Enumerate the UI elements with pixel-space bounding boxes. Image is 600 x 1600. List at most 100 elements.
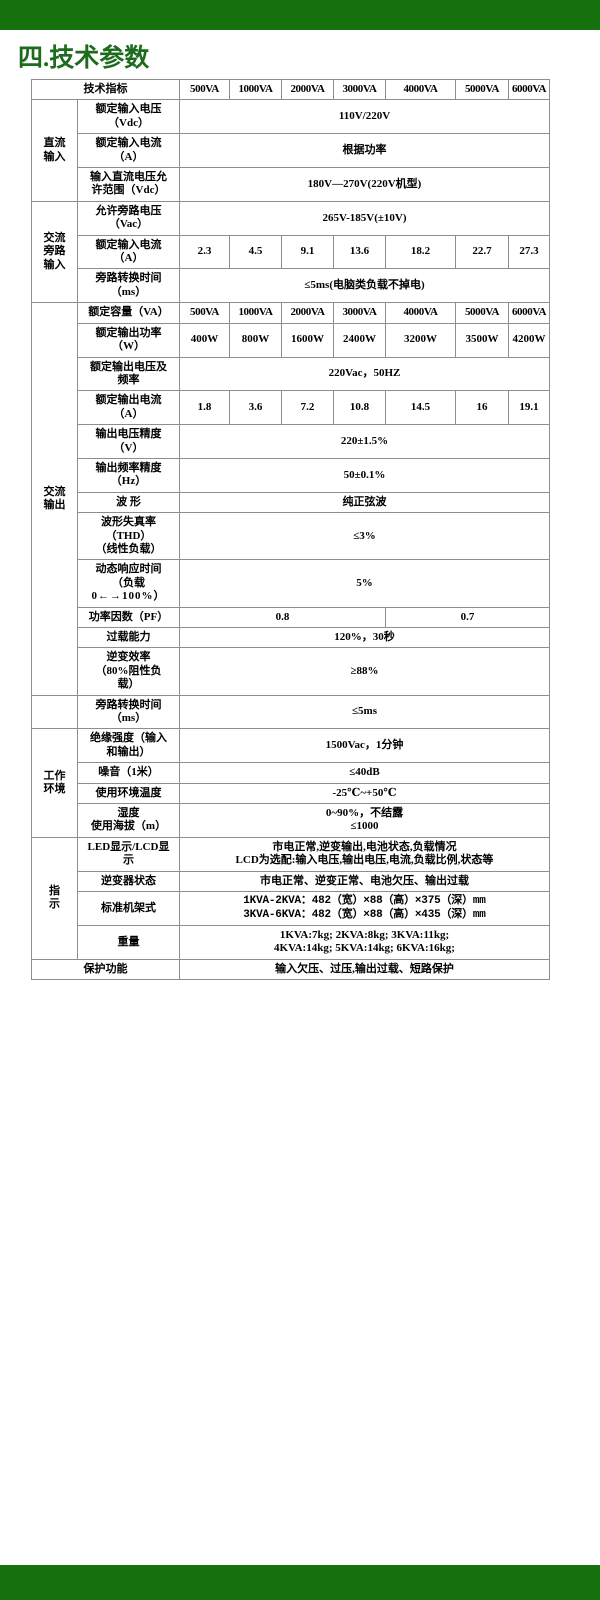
row-label-line2: （ms） [110, 712, 147, 725]
row-label-line1: LED显示/LCD显 [87, 840, 170, 853]
group-label-indication-line1: 指 [49, 884, 60, 897]
value-weight: 1KVA:7kg; 2KVA:8kg; 3KVA:11kg; 4KVA:14kg… [179, 924, 550, 960]
value-output-power-6000va: 4200W [508, 322, 550, 358]
table-row: 噪音（1米） ≤40dB [32, 762, 550, 784]
row-label-line1: 额定输入电压 [95, 103, 162, 116]
table-row: 标准机架式 1KVA-2KVA：482（宽）×88（高）×375（深）mm 3K… [32, 891, 550, 926]
value-led-display: 市电正常,逆变输出,电池状态,负载情况 [272, 840, 457, 853]
row-label-line2: 许范围（Vdc） [91, 184, 166, 197]
row-label-led-lcd-display: LED显示/LCD显 示 [77, 836, 180, 872]
value-output-power-3000va: 2400W [333, 322, 386, 358]
group-label-dc-input-line1: 直流 [43, 137, 66, 150]
group-label-ac-output-line2: 输出 [43, 498, 66, 511]
value-weight-line1: 1KVA:7kg; 2KVA:8kg; 3KVA:11kg; [279, 928, 450, 941]
header-capacity-2000va: 2000VA [281, 78, 334, 101]
value-bypass-current-1000va: 4.5 [229, 234, 282, 270]
header-capacity-500va: 500VA [179, 78, 230, 101]
group-label-ac-bypass-input: 交流 旁路 输入 [31, 200, 78, 304]
table-row: 直流 输入 额定输入电压 （Vdc） 110V/220V [31, 99, 550, 202]
value-protection: 输入欠压、过压,输出过载、短路保护 [179, 958, 550, 981]
row-label-line2: 示 [123, 854, 134, 867]
row-label-rated-capacity: 额定容量（VA） [77, 302, 180, 324]
row-label-dc-rated-input-voltage: 额定输入电压 （Vdc） [77, 99, 180, 135]
value-dc-rated-input-voltage: 110V/220V [179, 99, 550, 135]
value-output-current-1000va: 3.6 [229, 390, 282, 426]
row-label-humidity-altitude: 湿度 使用海拔（m） [77, 803, 180, 838]
row-label-rated-output-voltage-freq: 额定输出电压及 频率 [77, 356, 180, 392]
row-label-line1: 额定输入电流 [95, 137, 162, 150]
row-label-line3: （线性负载） [95, 542, 162, 555]
value-dc-input-voltage-range: 180V—270V(220V机型) [179, 167, 550, 202]
group-label-env-line1: 工作 [43, 769, 66, 782]
header-capacity-4000va: 4000VA [385, 78, 456, 101]
table-row: 波 形 纯正弦波 [32, 491, 550, 514]
value-capacity-3000va: 3000VA [333, 302, 386, 324]
row-label-waveform: 波 形 [77, 491, 180, 514]
table-row: 交流 输出 额定容量（VA） 500VA 1000VA 2000VA 3000V… [31, 302, 550, 696]
row-label-bypass-rated-current: 额定输入电流 （A） [77, 234, 180, 270]
value-output-power-1000va: 800W [229, 322, 282, 358]
value-insulation-strength: 1500Vac，1分钟 [179, 728, 550, 764]
value-bypass-transfer-time: ≤5ms(电脑类负载不掉电) [179, 268, 550, 304]
value-bypass-current-2000va: 9.1 [281, 234, 334, 270]
table-row: 波形失真率 （THD） （线性负载） ≤3% [32, 512, 550, 561]
value-inverter-status: 市电正常、逆变正常、电池欠压、输出过载 [179, 870, 550, 893]
specification-table-container: 技术指标 500VA 1000VA 2000VA 3000VA 4000VA 5… [31, 78, 550, 981]
specification-table: 技术指标 500VA 1000VA 2000VA 3000VA 4000VA 5… [31, 78, 550, 981]
row-label-line2: （A） [113, 252, 144, 265]
row-label-noise: 噪音（1米） [77, 762, 180, 784]
table-row: 指 示 LED显示/LCD显 示 市电正常,逆变输出,电池状态,负载情况 LCD… [31, 836, 550, 960]
row-label-line2: （Vdc） [108, 116, 149, 129]
table-row: 过载能力 120%，30秒 [32, 626, 550, 649]
row-label-output-freq-accuracy: 输出频率精度 （Hz） [77, 457, 180, 493]
row-label-rated-output-current: 额定输出电流 （A） [77, 390, 180, 426]
row-label-line1: 额定输出电压及 [90, 360, 167, 373]
table-row: 额定输出电流 （A） 1.8 3.6 7.2 10.8 14.5 16 19.1 [32, 390, 550, 426]
header-capacity-6000va: 6000VA [508, 78, 550, 101]
value-output-power-2000va: 1600W [281, 322, 334, 358]
row-label-line2: （A） [113, 407, 144, 420]
row-label-output-voltage-accuracy: 输出电压精度 （V） [77, 424, 180, 459]
value-capacity-500va: 500VA [179, 302, 230, 324]
value-bypass-current-500va: 2.3 [179, 234, 230, 270]
header-spec-label: 技术指标 [31, 78, 180, 101]
value-inverter-efficiency: ≥88% [179, 647, 550, 696]
row-label-line1: 允许旁路电压 [95, 204, 162, 217]
value-rack-1kva-2kva: 1KVA-2KVA：482（宽）×88（高）×375（深）mm [243, 895, 486, 908]
value-dynamic-response: 5% [179, 559, 550, 608]
row-label-line1: 绝缘强度（输入 [90, 732, 167, 745]
table-row: 动态响应时间 （负载 0←→100%） 5% [32, 559, 550, 608]
group-label-ac-bypass-line1: 交流 [43, 231, 66, 244]
row-label-rated-output-power: 额定输出功率 （W） [77, 322, 180, 358]
row-label-bypass-transfer-time: 旁路转换时间 （ms） [77, 268, 180, 304]
table-row: 保护功能 输入欠压、过压,输出过载、短路保护 [31, 958, 550, 981]
row-label-dc-input-voltage-range: 输入直流电压允 许范围（Vdc） [77, 167, 180, 202]
value-output-freq-accuracy: 50±0.1% [179, 457, 550, 493]
value-rack-3kva-6kva: 3KVA-6KVA：482（宽）×88（高）×435（深）mm [243, 908, 486, 921]
value-output-power-4000va: 3200W [385, 322, 456, 358]
group-label-ac-output: 交流 输出 [31, 302, 78, 696]
value-output-current-6000va: 19.1 [508, 390, 550, 426]
value-output-current-3000va: 10.8 [333, 390, 386, 426]
group-label-working-environment: 工作 环境 [31, 728, 78, 838]
value-capacity-5000va: 5000VA [455, 302, 509, 324]
row-label-inverter-efficiency: 逆变效率 （80%阻性负 载） [77, 647, 180, 696]
table-row: 输出频率精度 （Hz） 50±0.1% [32, 457, 550, 493]
value-output-power-500va: 400W [179, 322, 230, 358]
value-bypass-current-3000va: 13.6 [333, 234, 386, 270]
row-label-operating-temperature: 使用环境温度 [77, 782, 180, 805]
table-row: 湿度 使用海拔（m） 0~90%，不结露 ≤1000 [32, 803, 550, 838]
value-thd: ≤3% [179, 512, 550, 561]
value-capacity-4000va: 4000VA [385, 302, 456, 324]
table-row: 使用环境温度 -25℃~+50℃ [32, 782, 550, 805]
row-label-humidity: 湿度 [117, 807, 140, 820]
value-led-lcd-display: 市电正常,逆变输出,电池状态,负载情况 LCD为选配:输入电压,输出电压,电流,… [179, 836, 550, 872]
row-label-line1: 动态响应时间 [95, 563, 162, 576]
value-dc-rated-input-current: 根据功率 [179, 133, 550, 169]
value-capacity-1000va: 1000VA [229, 302, 282, 324]
group-label-dc-input-line2: 输入 [43, 150, 66, 163]
row-label-bypass-voltage: 允许旁路电压 （Vac） [77, 200, 180, 236]
table-row: 额定输出功率 （W） 400W 800W 1600W 2400W 3200W 3… [32, 322, 550, 358]
row-label-line2: （80%阻性负 [95, 664, 162, 677]
row-label-line2: （Vac） [108, 218, 149, 231]
